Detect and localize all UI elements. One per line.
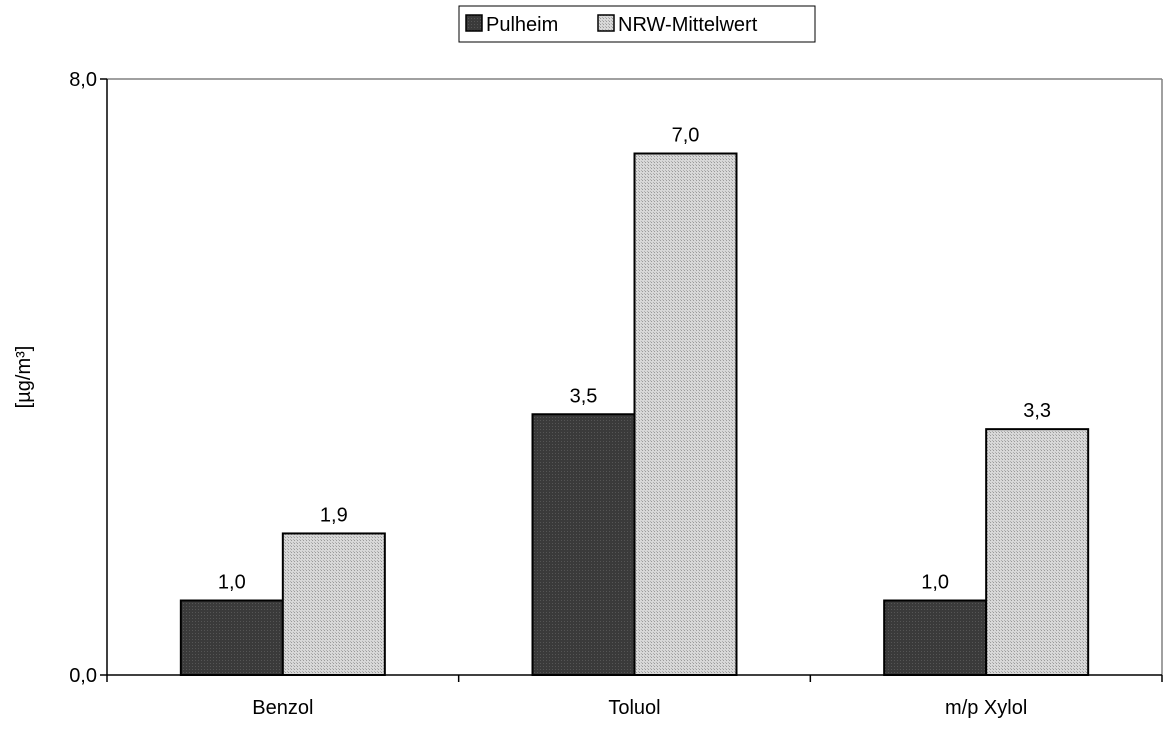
y-tick-label: 8,0 <box>69 69 97 91</box>
bar-pulheim-benzol <box>179 599 284 676</box>
data-label: 1,0 <box>218 572 246 594</box>
legend-border <box>458 5 816 43</box>
legend-swatch-nrw <box>597 14 615 32</box>
bar-nrw-mittelwert-benzol <box>281 532 386 677</box>
legend: Pulheim NRW-Mittelwert <box>458 5 816 43</box>
bar-nrw-mittelwert-toluol <box>633 152 738 676</box>
data-label: 3,5 <box>570 385 598 407</box>
plot-area: 1,0 1,9 Benzol 3,5 7,0 Toluol 1,0 3,3 m/p Xylol 0… <box>69 69 1163 719</box>
data-label: 3,3 <box>1023 400 1051 422</box>
bar-pulheim-toluol <box>531 413 636 676</box>
legend-label-nrw: NRW-Mittelwert <box>618 14 758 36</box>
data-label: 7,0 <box>672 125 700 147</box>
y-axis-label: [µg/m³] <box>13 346 35 409</box>
legend-swatch-pulheim <box>465 14 483 32</box>
bar-pulheim-m-p-xylol <box>883 599 988 676</box>
bar-nrw-mittelwert-m-p-xylol <box>985 428 1090 676</box>
data-label: 1,0 <box>921 572 949 594</box>
y-tick-label: 0,0 <box>69 665 97 687</box>
x-tick-label: Benzol <box>252 697 313 719</box>
x-tick-label: m/p Xylol <box>945 697 1027 719</box>
legend-label-pulheim: Pulheim <box>486 14 558 36</box>
data-label: 1,9 <box>320 504 348 526</box>
x-tick-label: Toluol <box>608 697 660 719</box>
